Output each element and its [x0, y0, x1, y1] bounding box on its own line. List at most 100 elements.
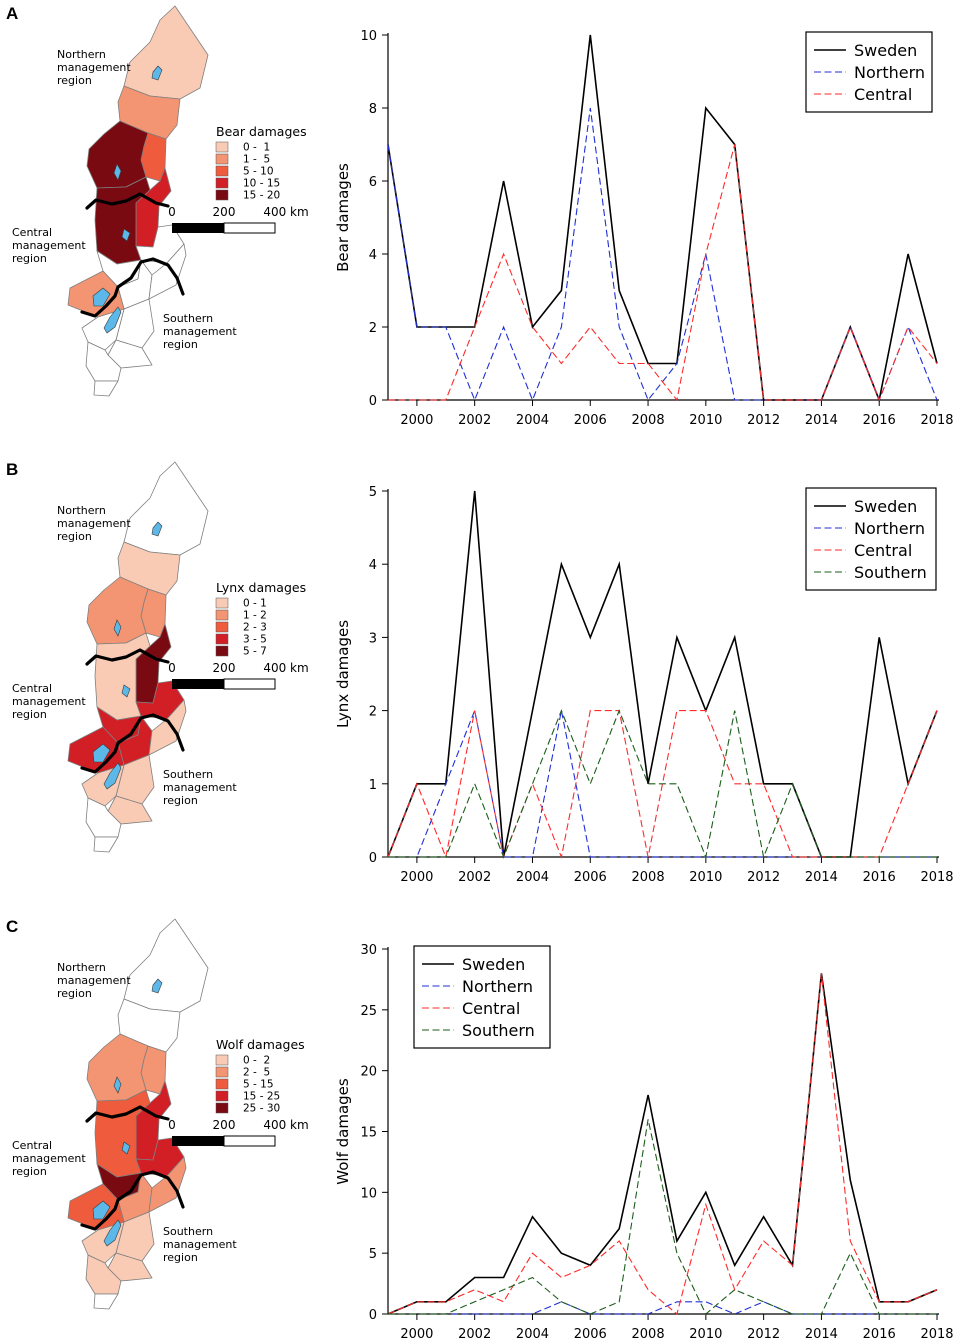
legend-item-label-4: 25 - 30	[243, 1103, 280, 1115]
county-9	[148, 699, 187, 756]
y-tick-label: 0	[369, 851, 377, 866]
lake-1	[113, 619, 122, 637]
northern-region-label: Northern management region	[57, 961, 131, 1000]
lake-4	[103, 762, 122, 790]
panel-letter-c: C	[6, 917, 18, 936]
svg-text:region: region	[163, 794, 198, 807]
svg-text:Central: Central	[12, 226, 52, 239]
y-tick-label: 1	[369, 778, 377, 793]
lake-0	[151, 521, 163, 537]
legend-swatch-1	[215, 153, 229, 165]
x-tick-label: 2016	[863, 413, 896, 428]
x-tick-label: 2014	[805, 413, 838, 428]
county-15	[93, 380, 119, 397]
svg-text:management: management	[57, 517, 131, 530]
legend-swatch-4	[215, 1102, 229, 1114]
legend-item-label-3: 10 - 15	[243, 178, 280, 190]
x-tick-label: 2018	[920, 413, 953, 428]
y-tick-label: 25	[360, 1004, 377, 1019]
legend-swatch-0	[215, 141, 229, 153]
x-tick-label: 2016	[863, 870, 896, 885]
map-legend: Lynx damages 0 - 11 - 22 - 33 - 55 - 7	[215, 580, 306, 658]
x-tick-label: 2010	[689, 1327, 722, 1339]
svg-text:management: management	[57, 61, 131, 74]
legend-swatch-4	[215, 189, 229, 201]
northern-central-border	[85, 1105, 170, 1123]
svg-text:Northern: Northern	[57, 961, 106, 974]
northern-central-border	[85, 192, 170, 210]
x-tick-label: 2018	[920, 870, 953, 885]
legend-label-southern: Southern	[462, 1021, 535, 1040]
legend-label-central: Central	[854, 541, 912, 560]
x-tick-label: 2000	[400, 1327, 433, 1339]
y-tick-label: 20	[360, 1065, 377, 1080]
x-tick-label: 2002	[458, 870, 491, 885]
svg-text:Northern: Northern	[57, 48, 106, 61]
lake-0	[151, 978, 163, 994]
central-region-label: Central management region	[12, 682, 86, 721]
lake-2	[121, 684, 131, 698]
panel-letter-b: B	[6, 460, 18, 479]
x-tick-label: 2006	[574, 413, 607, 428]
x-tick-label: 2010	[689, 413, 722, 428]
y-axis-label: Lynx damages	[334, 620, 352, 728]
svg-text:region: region	[12, 1165, 47, 1178]
y-tick-label: 0	[369, 1308, 377, 1323]
lynx-map-panel: B Northern management region Central man…	[6, 460, 309, 853]
legend-label-sweden: Sweden	[462, 955, 525, 974]
county-0	[123, 918, 209, 1013]
x-tick-label: 2014	[805, 1327, 838, 1339]
series-line-central	[388, 144, 938, 402]
county-13	[107, 1252, 153, 1282]
x-tick-label: 2008	[632, 870, 665, 885]
county-14	[85, 341, 122, 382]
scale-bar: 0 200 400 km	[168, 205, 309, 234]
legend-item-label-2: 5 - 15	[243, 1079, 274, 1091]
wolf-damages-chart: 0 5 10 15 20 25 30 2000 2002 2004 2006 2008 2010 2012…	[334, 943, 954, 1339]
x-tick-label: 2016	[863, 1327, 896, 1339]
svg-text:region: region	[163, 1251, 198, 1264]
x-tick-label: 2008	[632, 413, 665, 428]
lake-3	[92, 743, 111, 763]
southern-region-label: Southern management region	[163, 768, 237, 807]
legend-swatch-3	[215, 1090, 229, 1102]
svg-text:200: 200	[213, 661, 236, 675]
county-0	[123, 5, 209, 100]
y-tick-label: 10	[360, 1186, 377, 1201]
legend-swatch-2	[215, 165, 229, 177]
legend-title: Lynx damages	[216, 580, 306, 595]
svg-text:Central: Central	[12, 1139, 52, 1152]
legend-label-sweden: Sweden	[854, 41, 917, 60]
svg-text:Northern: Northern	[57, 504, 106, 517]
county-15	[93, 1293, 119, 1310]
svg-text:200: 200	[213, 205, 236, 219]
northern-central-border	[85, 648, 170, 666]
y-axis-label: Bear damages	[334, 163, 352, 272]
legend-item-label-3: 15 - 25	[243, 1091, 280, 1103]
y-tick-label: 0	[369, 394, 377, 409]
series-line-central	[387, 973, 938, 1315]
series-line-southern	[388, 1119, 937, 1315]
county-0	[123, 461, 209, 556]
sweden-map	[67, 5, 209, 397]
svg-text:400 km: 400 km	[263, 1118, 308, 1132]
sweden-map	[67, 461, 209, 853]
svg-text:0: 0	[168, 1118, 176, 1132]
chart-legend: Sweden Northern Central Southern	[413, 945, 551, 1049]
county-9	[148, 1156, 187, 1213]
x-tick-label: 2018	[920, 1327, 953, 1339]
y-tick-label: 2	[369, 705, 377, 720]
svg-text:200: 200	[213, 1118, 236, 1132]
svg-text:management: management	[12, 239, 86, 252]
legend-title: Bear damages	[216, 124, 307, 139]
series-line-central	[387, 710, 938, 859]
svg-text:Southern: Southern	[163, 312, 213, 325]
x-tick-label: 2006	[574, 870, 607, 885]
legend-swatch-0	[215, 597, 229, 609]
x-tick-label: 2006	[574, 1327, 607, 1339]
chart-legend: Sweden Northern Central	[805, 31, 933, 113]
y-tick-label: 2	[369, 321, 377, 336]
legend-swatch-3	[215, 177, 229, 189]
